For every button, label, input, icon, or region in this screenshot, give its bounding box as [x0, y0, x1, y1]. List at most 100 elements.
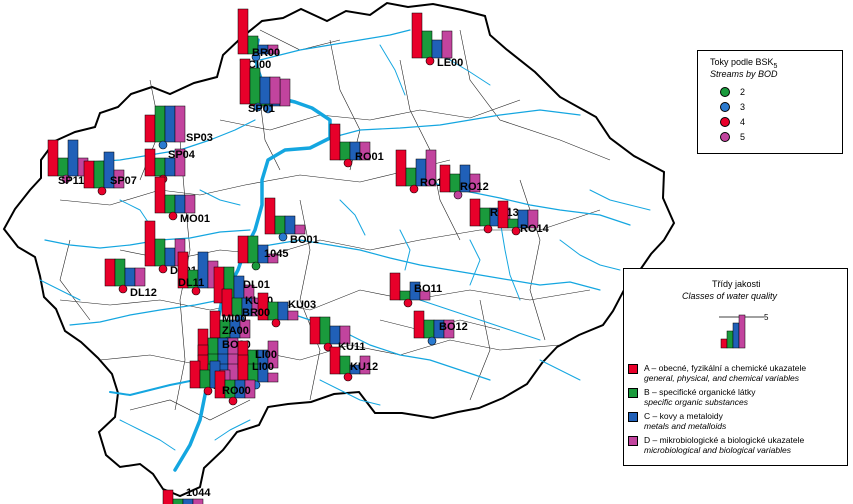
station-MO01: MO01: [154, 176, 210, 225]
class-swatch-icon: [628, 364, 638, 374]
class-bar-D: [339, 325, 351, 345]
class-bar-C: [174, 194, 186, 214]
class-bar-B: [479, 207, 491, 227]
class-bar-C: [164, 247, 176, 267]
legend-bod-title: Toky podle BSK5: [710, 57, 778, 70]
station-KU03: KU03: [257, 292, 316, 328]
bod-dot-icon: [158, 140, 168, 150]
station-label: RO00: [222, 385, 251, 397]
bod-dot-icon: [191, 286, 201, 296]
class-bar-A: [411, 12, 423, 59]
class-bar-B: [172, 498, 184, 504]
class-bar-D: [279, 78, 291, 107]
station-label: KU11: [338, 341, 366, 353]
class-bar-D: [443, 319, 455, 339]
legend-class-en: general, physical, and chemical variable…: [644, 373, 799, 383]
class-bar-B: [247, 235, 259, 264]
class-bar-D: [527, 209, 539, 229]
station-BO11: BO11: [389, 272, 442, 308]
class-bar-D: [192, 498, 204, 504]
class-bar-A: [309, 316, 321, 345]
station-label: DL01: [243, 279, 270, 291]
class-bar-C: [284, 215, 296, 235]
class-bar-A: [237, 8, 249, 55]
station-label: 1044: [186, 487, 211, 499]
class-bar-A: [144, 114, 156, 143]
legend-class-title: Třídy jakosti: [712, 279, 761, 289]
legend-bod-item: 4: [720, 115, 745, 128]
bod-dot-icon: [228, 396, 238, 406]
class-bar-D: [287, 310, 299, 321]
legend-class-en: specific organic substances: [644, 397, 748, 407]
station-BO01: BO01: [264, 197, 319, 246]
bod-dot-icon: [403, 298, 413, 308]
class-bar-C: [124, 267, 136, 287]
class-bar-B: [114, 258, 126, 287]
class-bar-B: [154, 157, 166, 177]
legend-class-cz: A – obecné, fyzikální a chemické ukazate…: [644, 363, 807, 373]
station-label: SP07: [110, 175, 137, 187]
station-BO12: BO12: [413, 310, 468, 346]
legend-class-cz: B – specifické organické látky: [644, 387, 756, 397]
class-bar-C: [182, 498, 194, 504]
station-label: LI00: [252, 361, 274, 373]
station-label: ZA00: [222, 325, 249, 337]
bod-dot-icon: [61, 174, 71, 184]
class-bar-D: [469, 173, 481, 193]
legend-bod-item: 3: [720, 100, 745, 113]
class-bar-D: [134, 267, 146, 287]
class-bar-D: [359, 355, 371, 375]
station-label: SP01: [248, 103, 275, 115]
class-bar-C: [259, 76, 271, 105]
bod-dot-icon: [425, 56, 435, 66]
station-label: BR00: [242, 307, 270, 319]
bod-dot-icon: [263, 104, 273, 114]
legend-bod: Toky podle BSK5 Streams by BOD 2 3 4 5: [697, 50, 843, 154]
bod-dot-icon: [720, 131, 730, 142]
class-bar-C: [164, 105, 176, 143]
bod-dot-icon: [720, 101, 730, 112]
bod-dot-icon: [427, 336, 437, 346]
class-bar-A: [497, 200, 509, 229]
station-RO14: RO14: [497, 200, 550, 236]
class-bar-A: [47, 139, 59, 177]
class-bar-D: [184, 194, 196, 214]
class-bar-D: [113, 169, 125, 189]
bod-dot-icon: [720, 116, 730, 127]
legend-bod-item: 2: [720, 85, 745, 98]
station-label: 1045: [264, 248, 288, 260]
station-SP07: SP07: [83, 151, 137, 196]
class-bar-A: [239, 58, 251, 105]
bod-dot-icon: [251, 261, 261, 271]
class-bar-D: [267, 372, 279, 383]
class-bar-A: [413, 310, 425, 339]
station-BR00: BR00: [237, 8, 280, 62]
class-bar-D: [269, 76, 281, 105]
class-bar-D: [441, 30, 453, 59]
class-bar-A: [104, 258, 116, 287]
station-label: BO12: [439, 321, 468, 333]
station-DL12: DL12: [104, 258, 157, 299]
class-bar-B: [154, 105, 166, 143]
class-bar-A: [439, 164, 451, 193]
station-label: BO11: [414, 283, 442, 295]
class-bar-A: [162, 489, 174, 504]
class-bar-D: [425, 149, 437, 187]
station-SP11: SP11: [47, 139, 89, 187]
class-bar-B: [339, 141, 351, 161]
class-bar-C: [67, 139, 79, 177]
legend-bod-subtitle: Streams by BOD: [710, 69, 778, 79]
class-bar-A: [329, 346, 341, 375]
station-RO01: RO01: [329, 123, 384, 168]
class-bar-A: [329, 123, 341, 161]
station-label: MO01: [180, 213, 210, 225]
class-bar-D: [294, 224, 306, 235]
class-swatch-icon: [628, 436, 638, 446]
station-KU11: KU11: [309, 316, 366, 353]
station-label: LE00: [437, 57, 463, 69]
legend-quality-classes: Třídy jakosti Classes of water quality 5…: [623, 268, 848, 466]
class-bar-B: [339, 355, 351, 375]
station-label: MI00: [222, 313, 246, 325]
class-bar-D: [419, 290, 431, 301]
